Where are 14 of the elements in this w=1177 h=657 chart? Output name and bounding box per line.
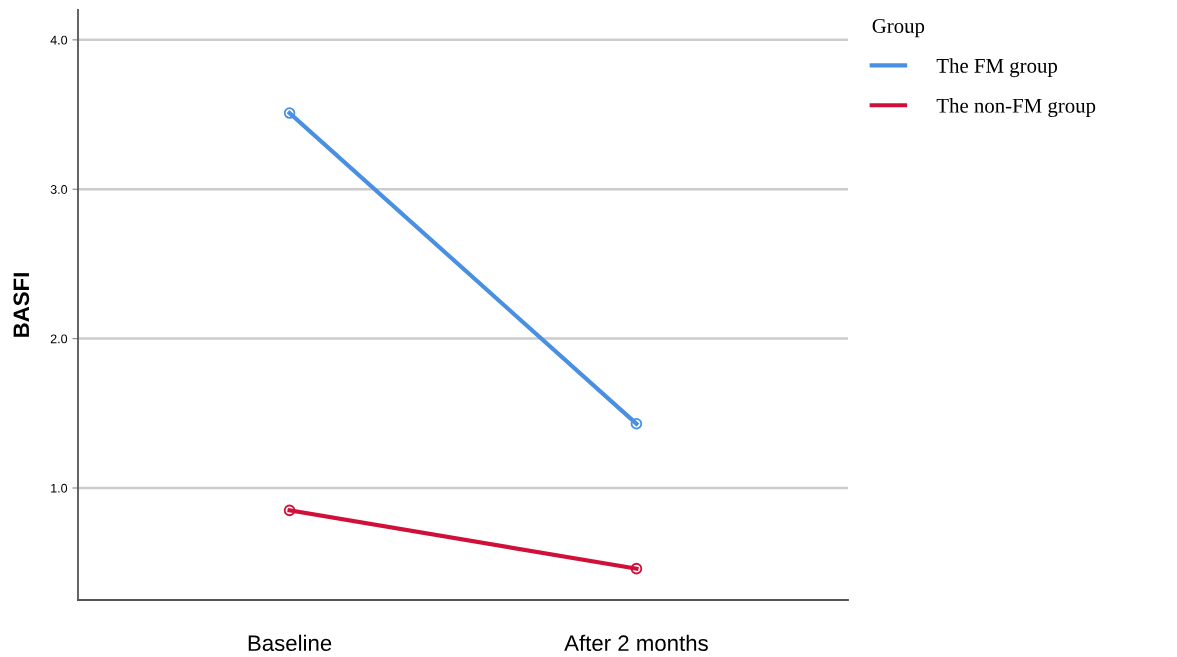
- point: [283, 107, 296, 119]
- x-tick-label: Baseline: [248, 634, 332, 652]
- legend-label: The FM group: [936, 58, 1058, 78]
- y-tick-label: 3.0: [50, 185, 68, 194]
- point: [630, 562, 643, 575]
- point: [630, 417, 643, 430]
- y-axis-title: BASFI: [13, 273, 30, 337]
- y-tick-label: 4.0: [50, 35, 68, 45]
- legend-title: Group: [872, 18, 925, 38]
- y-tick-label: 2.0: [50, 334, 68, 344]
- x-tick-label: After 2 months: [564, 634, 708, 652]
- point: [283, 504, 296, 517]
- y-tick-label: 1.0: [51, 483, 68, 493]
- legend-label: The non-FM group: [936, 98, 1096, 118]
